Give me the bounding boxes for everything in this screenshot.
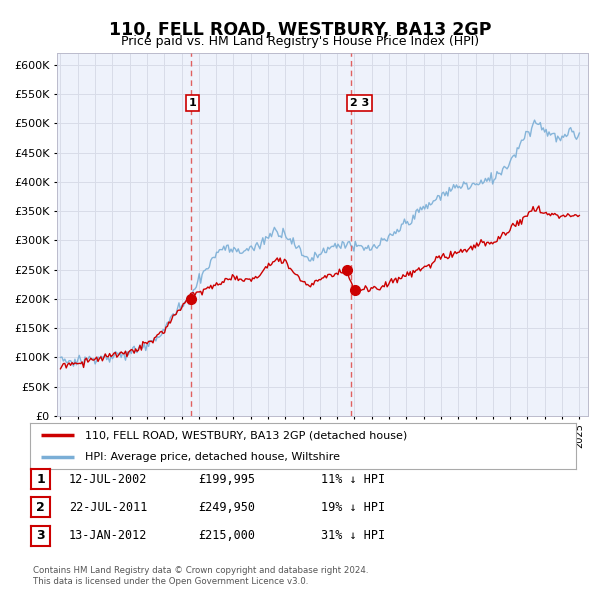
Text: 110, FELL ROAD, WESTBURY, BA13 2GP (detached house): 110, FELL ROAD, WESTBURY, BA13 2GP (deta… (85, 431, 407, 441)
Text: HPI: Average price, detached house, Wiltshire: HPI: Average price, detached house, Wilt… (85, 451, 340, 461)
Text: 1: 1 (188, 98, 196, 108)
Text: 110, FELL ROAD, WESTBURY, BA13 2GP: 110, FELL ROAD, WESTBURY, BA13 2GP (109, 21, 491, 39)
Text: 22-JUL-2011: 22-JUL-2011 (69, 501, 148, 514)
Text: 11% ↓ HPI: 11% ↓ HPI (321, 473, 385, 486)
Text: Price paid vs. HM Land Registry's House Price Index (HPI): Price paid vs. HM Land Registry's House … (121, 35, 479, 48)
Text: 2: 2 (37, 501, 45, 514)
Text: 2 3: 2 3 (350, 98, 370, 108)
Text: Contains HM Land Registry data © Crown copyright and database right 2024.: Contains HM Land Registry data © Crown c… (33, 566, 368, 575)
Text: £199,995: £199,995 (198, 473, 255, 486)
Text: £249,950: £249,950 (198, 501, 255, 514)
Text: £215,000: £215,000 (198, 529, 255, 542)
Text: 31% ↓ HPI: 31% ↓ HPI (321, 529, 385, 542)
Text: 3: 3 (37, 529, 45, 542)
Text: 19% ↓ HPI: 19% ↓ HPI (321, 501, 385, 514)
Text: 12-JUL-2002: 12-JUL-2002 (69, 473, 148, 486)
Text: This data is licensed under the Open Government Licence v3.0.: This data is licensed under the Open Gov… (33, 577, 308, 586)
Text: 1: 1 (37, 473, 45, 486)
Text: 13-JAN-2012: 13-JAN-2012 (69, 529, 148, 542)
